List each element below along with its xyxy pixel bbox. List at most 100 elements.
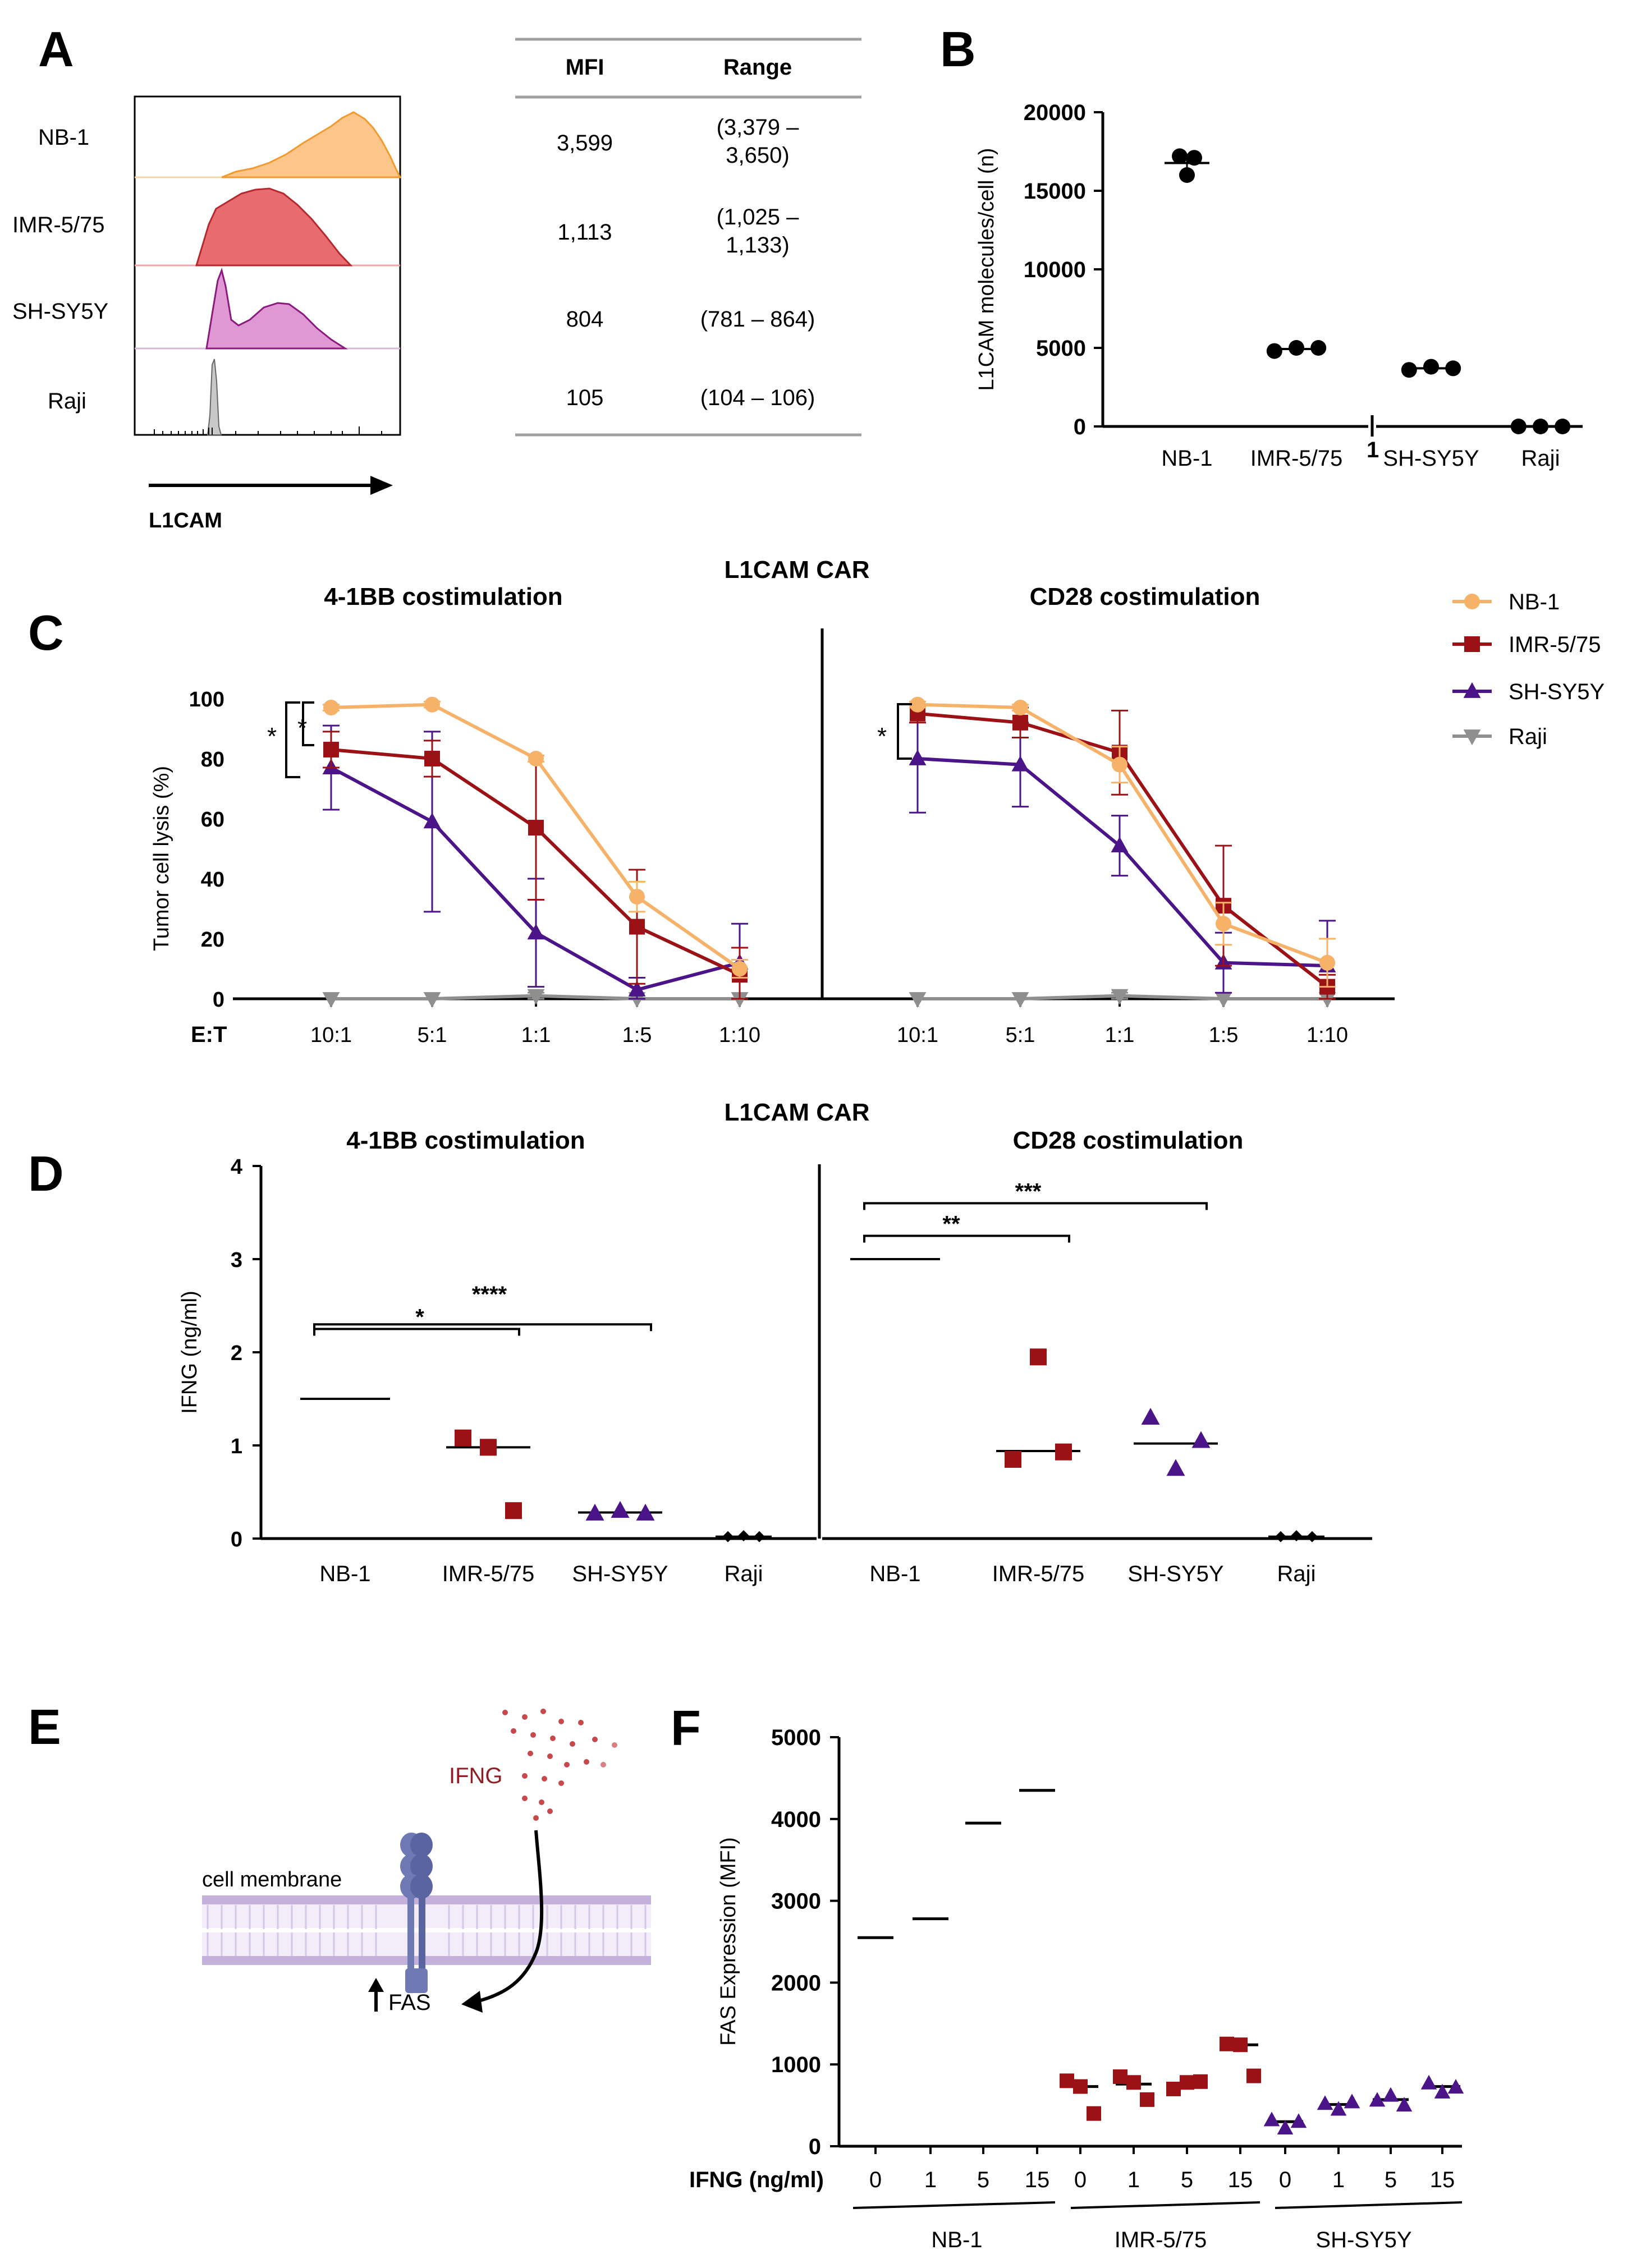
hist-xlabel: L1CAM [149, 509, 222, 532]
dose-label: 15 [1025, 2168, 1050, 2192]
histogram-imr [195, 187, 353, 267]
data-point [1216, 916, 1231, 932]
legend-marker [1463, 682, 1481, 698]
data-point [909, 992, 927, 1008]
data-point [1266, 343, 1282, 359]
y-tick-label: 0 [809, 2134, 821, 2159]
data-point [1510, 419, 1527, 434]
group-label: NB-1 [931, 2228, 982, 2252]
significance-label: ** [942, 1212, 960, 1237]
data-point [323, 741, 339, 757]
group-label: SH-SY5Y [1315, 2228, 1411, 2252]
data-point [1073, 2079, 1088, 2094]
data-point [1555, 419, 1571, 434]
x-category-label: Raji [1277, 1562, 1316, 1586]
data-point [1166, 1459, 1185, 1476]
data-point [505, 1502, 522, 1519]
table-mfi-cell: 3,599 [557, 131, 613, 155]
data-point [910, 696, 925, 713]
data-point [1111, 837, 1129, 853]
l1cam-axis-arrow [149, 476, 393, 495]
dose-label: 1 [924, 2168, 937, 2192]
data-point [1011, 992, 1029, 1008]
data-point [1263, 2111, 1280, 2127]
chart-d-ifng: 0 1 2 3 4 IFNG (ng/ml) 4-1BB costimulation CD28… [178, 1127, 1372, 1586]
legend-label: SH-SY5Y [1509, 680, 1605, 704]
data-point [738, 1530, 749, 1542]
significance-label: * [415, 1305, 424, 1330]
legend-marker [1463, 729, 1481, 746]
sig-mark: * [877, 723, 887, 750]
data-point [1447, 2079, 1464, 2094]
legend-label: IMR-5/75 [1509, 632, 1601, 657]
group-underline [1275, 2201, 1463, 2209]
legend-marker [1464, 594, 1480, 609]
data-point [1140, 2092, 1154, 2107]
legend-marker [1464, 636, 1480, 652]
x-category-label: IMR-5/75 [442, 1562, 535, 1586]
comparison-bracket [313, 1328, 520, 1336]
data-point [1423, 359, 1439, 375]
legend-label: Raji [1509, 724, 1547, 749]
data-point [754, 1531, 765, 1542]
data-point [1011, 755, 1029, 772]
subplot-title: CD28 costimulation [1013, 1127, 1244, 1154]
x-category-label: IMR-5/75 [992, 1562, 1085, 1586]
data-point [1445, 360, 1461, 377]
x-tick-label: 1:5 [622, 1023, 652, 1047]
et-label: E:T [191, 1022, 227, 1047]
significance-label: **** [472, 1282, 507, 1307]
dose-label: 0 [1279, 2168, 1291, 2192]
data-point [1214, 992, 1232, 1008]
sig-brackets-c [285, 701, 912, 778]
mfi-table-rules [515, 38, 861, 437]
y-tick-label: 0 [1074, 415, 1086, 439]
dose-label: 5 [977, 2168, 989, 2192]
comparison-bracket [313, 1323, 652, 1332]
data-point [1434, 2083, 1451, 2099]
data-point [1330, 2101, 1347, 2116]
panel-f-letter: F [671, 1700, 701, 1756]
table-mfi-cell: 804 [566, 307, 604, 332]
series-line [917, 703, 1328, 965]
data-point [629, 919, 645, 935]
x-category-label: SH-SY5Y [572, 1562, 668, 1586]
y-tick-label: 20000 [1024, 100, 1086, 125]
x-tick-label: 10:1 [310, 1023, 352, 1047]
y-tick-label: 4000 [771, 1807, 821, 1832]
fas-up-arrow [368, 1978, 384, 2012]
data-point [1220, 2036, 1234, 2051]
data-point [1318, 992, 1336, 1008]
dose-label: 5 [1385, 2168, 1397, 2192]
data-point [423, 812, 441, 829]
data-point [1193, 2074, 1208, 2089]
legend-label: NB-1 [1509, 590, 1560, 614]
histogram-raji [207, 359, 222, 435]
y-tick-label: 10000 [1024, 258, 1086, 282]
histogram-shsy [205, 268, 349, 350]
axis-break-label: 1 [1367, 438, 1379, 462]
x-category-label: Raji [725, 1562, 763, 1586]
x-category-label: SH-SY5Y [1127, 1562, 1223, 1586]
dose-label: 1 [1127, 2168, 1140, 2192]
table-range-cell: (781 – 864) [700, 307, 815, 332]
data-point [1291, 1530, 1302, 1542]
y-tick-label: 1 [231, 1435, 242, 1458]
data-point [1005, 1450, 1021, 1468]
data-point [528, 751, 544, 766]
histogram-axis-ticks [154, 426, 382, 435]
y-tick-label: 80 [201, 748, 224, 772]
sig-mark: * [267, 723, 277, 750]
dose-label: 0 [869, 2168, 882, 2192]
x-tick-label: 1:1 [521, 1023, 551, 1047]
x-tick-label: 1:5 [1209, 1023, 1239, 1047]
panel-e-letter: E [28, 1699, 61, 1755]
data-point [1277, 2119, 1294, 2134]
y-tick-label: 0 [213, 988, 224, 1012]
group-label: IMR-5/75 [1115, 2228, 1207, 2252]
x-category-label: NB-1 [869, 1562, 920, 1586]
y-tick-label: 2 [231, 1342, 242, 1365]
data-point [1166, 2081, 1181, 2096]
x-tick-label: 5:1 [418, 1023, 447, 1047]
chart-b-l1cam-molecules: 1 0 5000 10000 15000 20000 L1CAM molecules/cel… [975, 100, 1583, 471]
